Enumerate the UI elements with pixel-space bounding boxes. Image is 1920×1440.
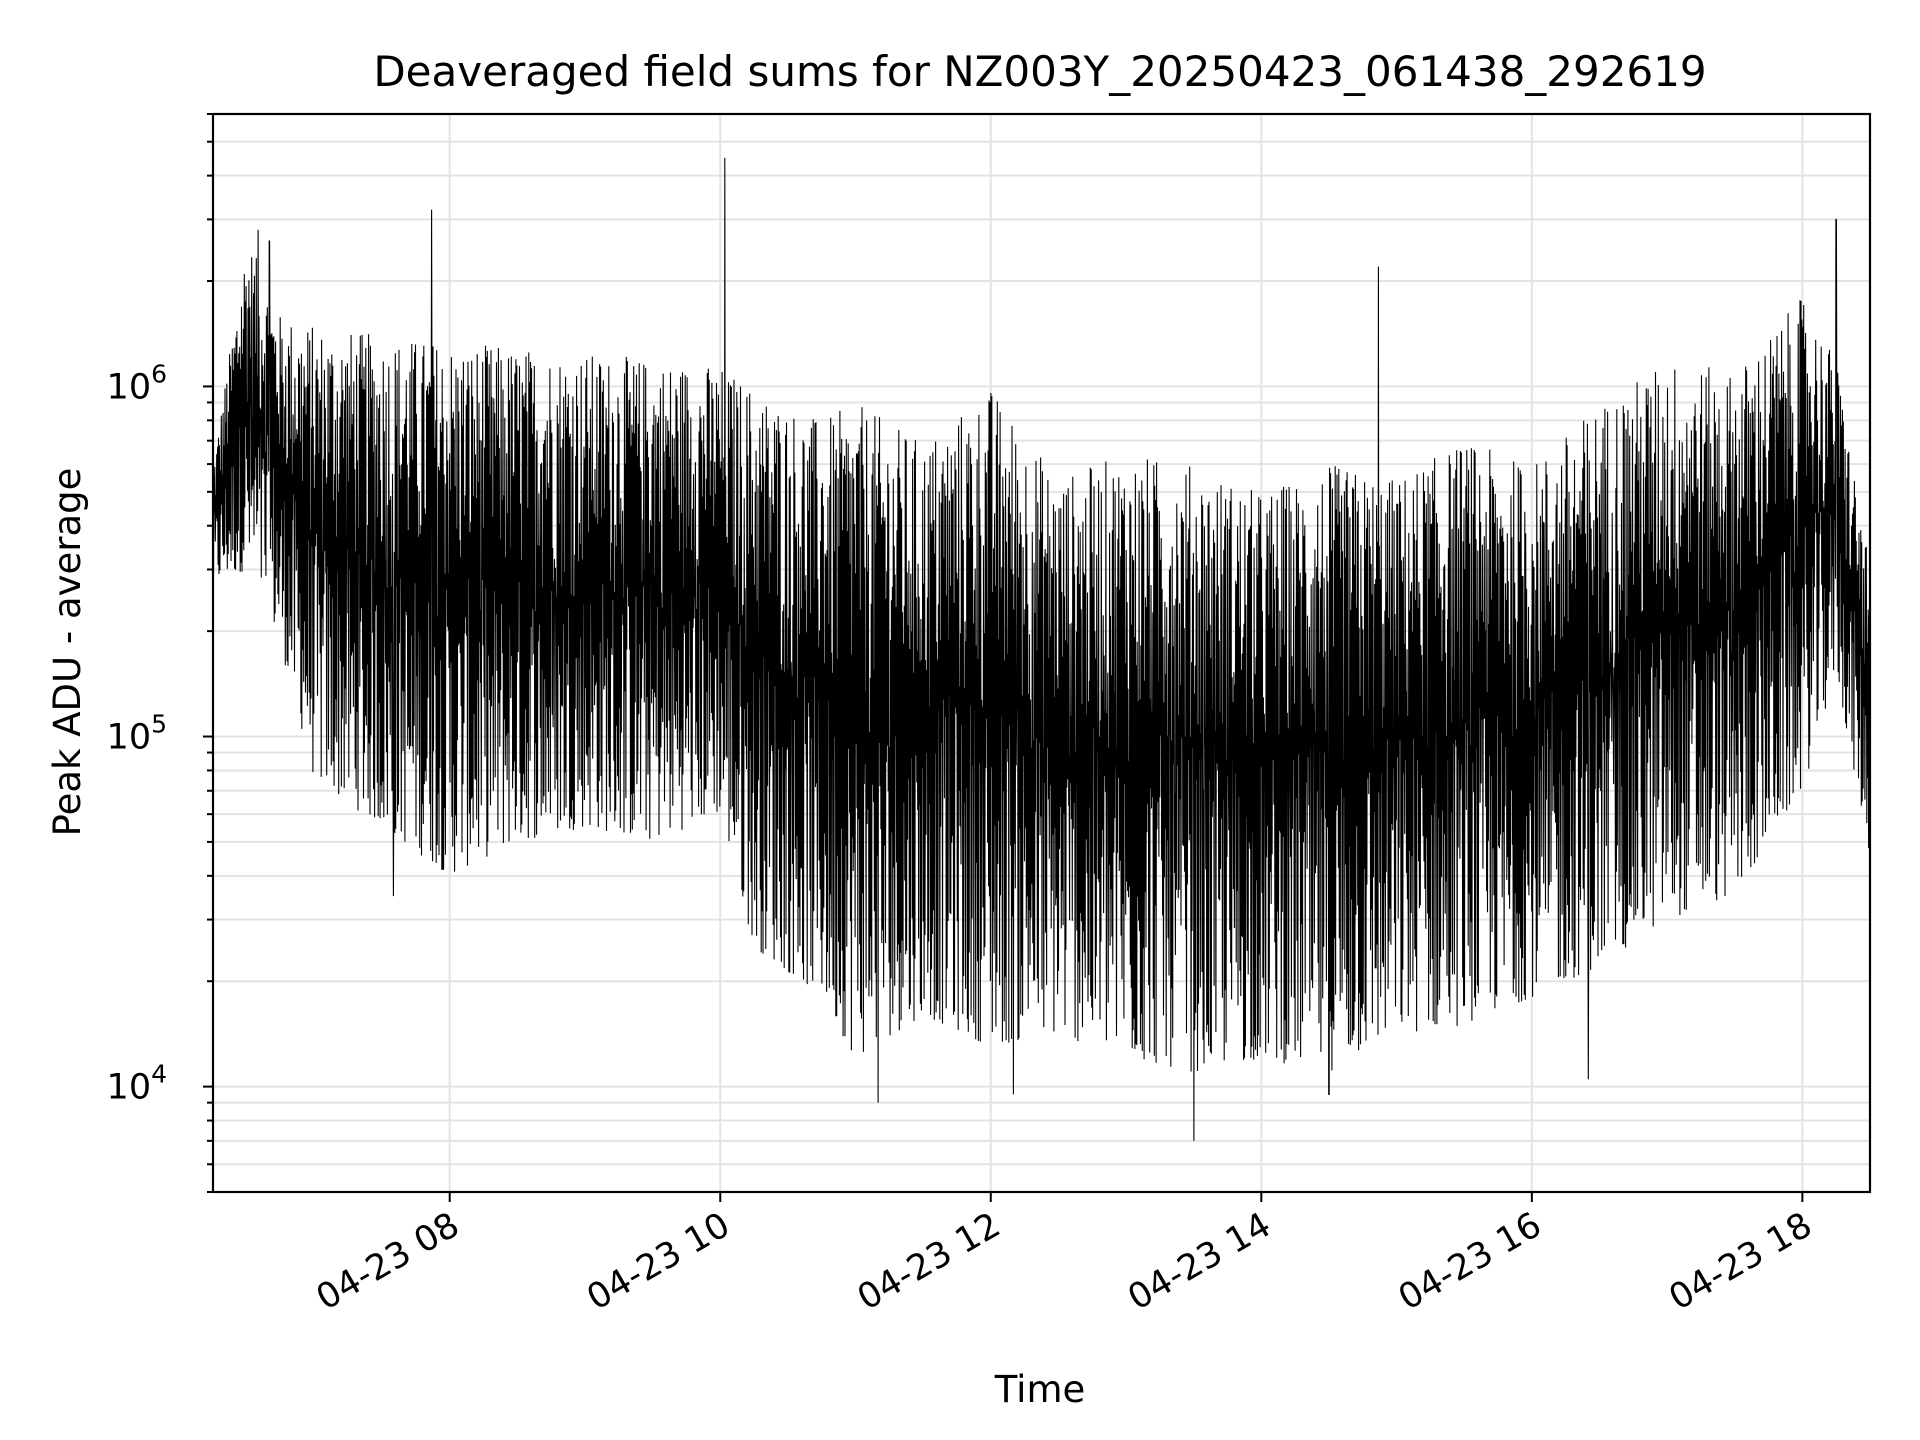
y-tick-base: 10 [107, 1068, 152, 1108]
y-tick-label: 105 [107, 710, 167, 758]
plot-frame [211, 112, 1872, 1194]
series-line [212, 157, 1871, 1141]
y-axis-label: Peak ADU - average [46, 468, 89, 837]
x-axis-label: Time [994, 1368, 1086, 1411]
y-tick-exponent: 5 [151, 710, 167, 739]
chart-title: Deaveraged field sums for NZ003Y_2025042… [373, 47, 1706, 96]
y-tick-label: 104 [107, 1060, 167, 1108]
y-tick-exponent: 6 [151, 359, 167, 388]
y-tick-exponent: 4 [151, 1060, 167, 1089]
y-tick-base: 10 [107, 367, 152, 407]
y-tick-base: 10 [107, 718, 152, 758]
y-tick-label: 106 [107, 359, 167, 407]
plot-area [212, 157, 1871, 1141]
